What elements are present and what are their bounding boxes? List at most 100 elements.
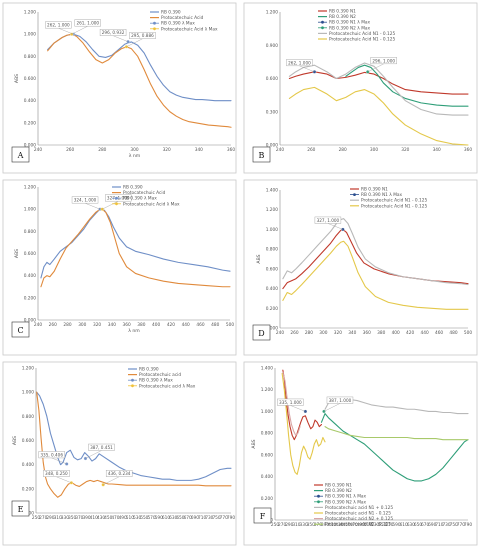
panel-a: 0.000 0.200 0.400 0.600 0.800 1.000 1.200 240 26… xyxy=(2,2,237,174)
callout-box xyxy=(99,29,127,36)
y-axis-title: ABS xyxy=(12,436,18,445)
x-tick-label: 340 xyxy=(348,330,356,336)
x-tick-label: 260 xyxy=(66,147,74,153)
x-tick-label: 240 xyxy=(34,147,42,153)
y-axis-title: ABS xyxy=(251,439,257,448)
x-tick-label: 430 xyxy=(335,522,343,528)
x-tick-label: 390 xyxy=(321,522,329,528)
x-tick-label: 750 xyxy=(212,515,220,521)
legend-marker xyxy=(131,384,134,388)
y-tick-label: 1.000 xyxy=(266,227,279,233)
x-tick-label: 500 xyxy=(464,330,472,336)
legend-marker xyxy=(321,26,324,30)
y-tick-label: 0.600 xyxy=(24,76,37,82)
x-tick-label: 410 xyxy=(90,515,98,521)
callout-leader xyxy=(112,35,129,42)
y-tick-label: 1.000 xyxy=(22,390,35,396)
series-line xyxy=(282,371,301,436)
x-tick-label: 730 xyxy=(442,522,450,528)
x-tick-label: 250 xyxy=(32,515,40,521)
x-tick-label: 690 xyxy=(191,515,199,521)
x-tick-label: 340 xyxy=(195,147,203,153)
x-tick-label: 500 xyxy=(226,322,234,328)
legend-label: Protocatechuic acid N1 - 0.125 xyxy=(325,511,391,517)
x-tick-label: 790 xyxy=(464,522,472,528)
x-tick-label: 310 xyxy=(54,515,62,521)
x-tick-label: 360 xyxy=(464,147,472,153)
legend-marker xyxy=(153,21,156,25)
y-axis-title: ABS xyxy=(256,254,262,263)
x-tick-label: 280 xyxy=(305,330,313,336)
panel-d: 0.000 0.200 0.400 0.600 0.800 1.000 1.200 1.400… xyxy=(243,179,478,356)
panel-frame xyxy=(243,361,478,546)
callout-label: 327, 1.000 xyxy=(317,218,340,223)
callout-leader xyxy=(323,403,341,412)
y-tick-label: 0.000 xyxy=(266,143,279,149)
y-tick-label: 0.400 xyxy=(266,286,279,292)
y-tick-label: 0.000 xyxy=(24,318,37,324)
legend-label: RB 0.390 N1 λ Max xyxy=(361,192,403,198)
y-tick-label: 0.800 xyxy=(266,247,279,253)
legend-label: Protocatechuic acid N2 + 0.125 xyxy=(325,516,393,522)
legend-label: RB 0.390 xyxy=(161,10,181,16)
series-line xyxy=(282,240,469,310)
x-tick-label: 570 xyxy=(385,522,393,528)
x-tick-label: 240 xyxy=(34,322,42,328)
x-tick-label: 280 xyxy=(63,322,71,328)
callout-box xyxy=(286,59,313,67)
x-tick-label: 380 xyxy=(137,322,145,328)
y-tick-label: 1.200 xyxy=(24,185,37,191)
callout-box xyxy=(129,32,156,40)
y-tick-label: 1.200 xyxy=(266,10,279,16)
panel-letter: A xyxy=(17,151,24,160)
panel-letter: E xyxy=(18,505,24,514)
legend-marker xyxy=(131,378,134,382)
x-tick-label: 490 xyxy=(119,515,127,521)
panel-frame xyxy=(243,2,478,174)
y-tick-label: 1.200 xyxy=(22,366,35,372)
legend-marker xyxy=(317,494,320,498)
callout-leader xyxy=(102,200,119,210)
x-tick-label: 710 xyxy=(198,515,206,521)
y-tick-label: 0.200 xyxy=(24,120,37,126)
x-tick-label: 610 xyxy=(400,522,408,528)
legend-marker xyxy=(115,196,118,200)
y-tick-label: 0.800 xyxy=(24,54,37,60)
callout-box xyxy=(88,443,115,451)
callout-leader xyxy=(84,202,101,210)
x-tick-label: 440 xyxy=(421,330,429,336)
x-tick-label: 270 xyxy=(278,522,286,528)
x-tick-label: 470 xyxy=(350,522,358,528)
x-tick-label: 400 xyxy=(152,322,160,328)
x-tick-label: 460 xyxy=(435,330,443,336)
x-tick-label: 550 xyxy=(140,515,148,521)
x-tick-label: 710 xyxy=(435,522,443,528)
y-tick-label: 0.900 xyxy=(266,43,279,49)
x-tick-label: 360 xyxy=(363,330,371,336)
legend-label: Protocatechuic acid λ Max xyxy=(139,383,196,389)
x-tick-label: 730 xyxy=(205,515,213,521)
x-tick-label: 300 xyxy=(370,147,378,153)
x-tick-label: 790 xyxy=(227,515,235,521)
callout-box xyxy=(45,21,72,29)
x-tick-label: 320 xyxy=(93,322,101,328)
series-line xyxy=(288,86,469,146)
callout-box xyxy=(38,451,65,459)
x-tick-label: 530 xyxy=(371,522,379,528)
callout-box xyxy=(74,19,101,27)
x-tick-label: 770 xyxy=(220,515,228,521)
legend-label: Protocatechuic acid N2 - 0.125 xyxy=(325,522,391,528)
x-tick-label: 670 xyxy=(184,515,192,521)
y-tick-label: 0.200 xyxy=(24,295,37,301)
legend-label: RB 0.390 λ Max xyxy=(139,378,173,384)
x-tick-label: 510 xyxy=(364,522,372,528)
panel-c: 0.000 0.200 0.400 0.600 0.800 1.000 1.200 240 26… xyxy=(2,179,237,356)
y-tick-label: 0.000 xyxy=(24,143,37,149)
series-line xyxy=(345,64,469,107)
x-tick-label: 240 xyxy=(276,147,284,153)
y-tick-label: 0.400 xyxy=(261,474,274,480)
callout-box xyxy=(105,470,133,477)
callout-leader xyxy=(56,476,72,483)
legend-label: Protocatechuic acid xyxy=(139,372,181,378)
legend-label: RB 0.390 λ Max xyxy=(161,21,195,27)
